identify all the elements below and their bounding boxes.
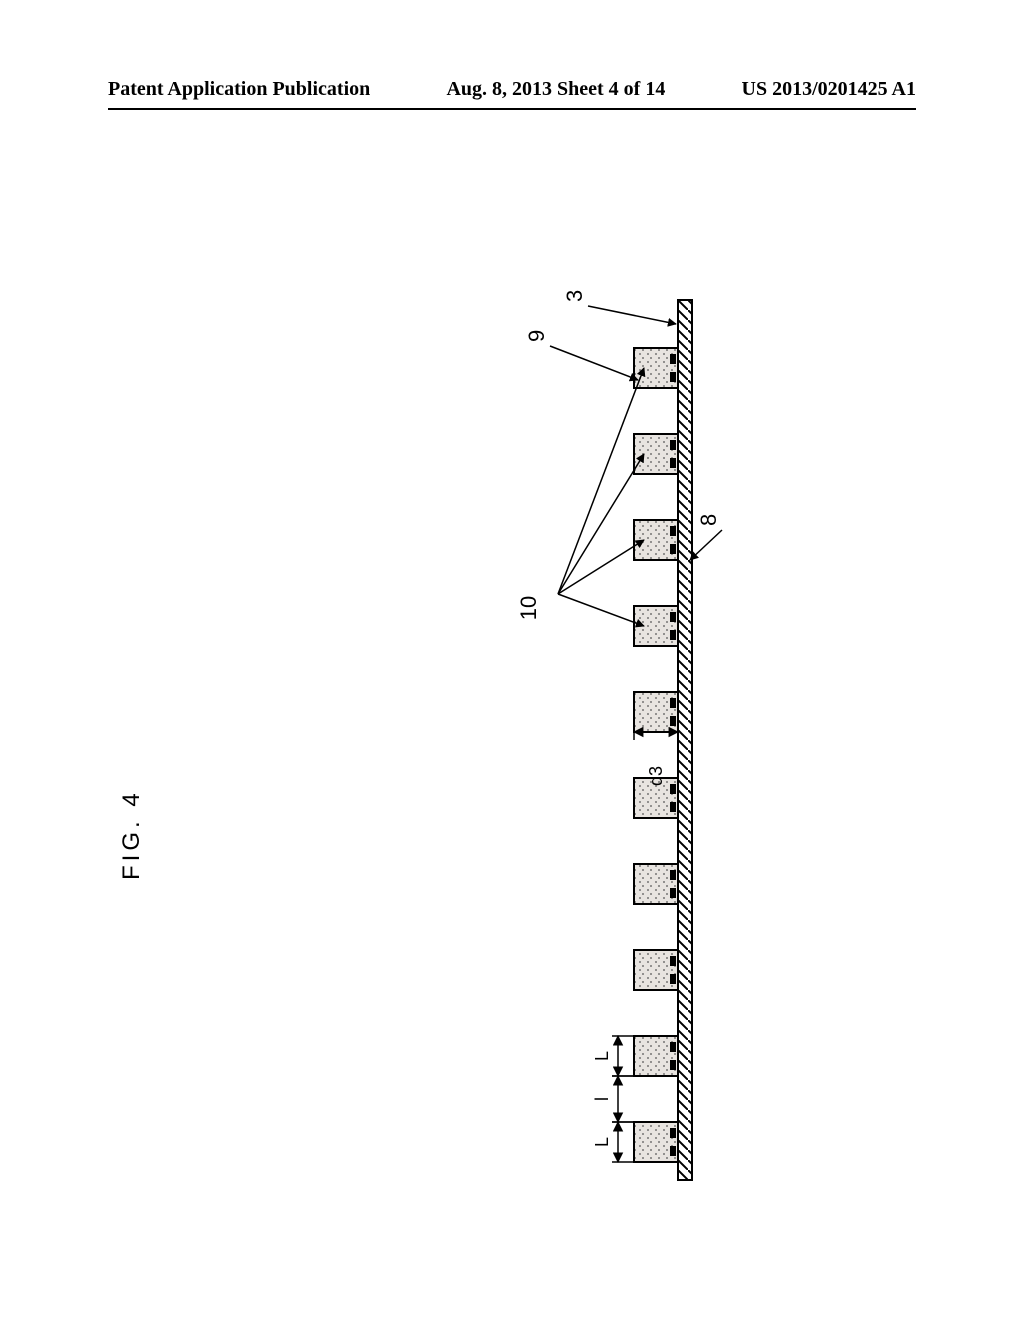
ref-9: 9 [524,330,549,342]
leader-8 [690,530,722,560]
leader-9 [550,346,638,380]
chip [634,864,678,904]
dim-label: L [592,1051,612,1061]
dim-label: l [592,1097,612,1101]
header-center: Aug. 8, 2013 Sheet 4 of 14 [446,78,665,101]
figure-area: FIG. 4 Ll Ld3 10 9 3 8 [108,200,916,1212]
page-header: Patent Application Publication Aug. 8, 2… [0,78,1024,101]
header-rule [108,108,916,110]
chip [634,520,678,560]
diagram-svg: Ll Ld3 10 9 3 8 [238,260,778,1220]
substrate [678,300,692,1180]
leader-10 [558,368,644,594]
leader-3 [588,306,676,324]
ref-8: 8 [696,514,721,526]
leader-10 [558,594,644,626]
chip [634,434,678,474]
dim-label: L [592,1137,612,1147]
ref-10: 10 [516,596,541,620]
figure-label: FIG. 4 [118,789,146,880]
dim-label-d3: d3 [646,766,666,786]
chip [634,606,678,646]
chip [634,1122,678,1162]
chip [634,1036,678,1076]
ref-3: 3 [562,290,587,302]
leader-10 [558,454,644,594]
header-right: US 2013/0201425 A1 [742,78,916,101]
chip [634,692,678,732]
diagram-container: Ll Ld3 10 9 3 8 [238,260,778,1220]
chip [634,950,678,990]
header-left: Patent Application Publication [108,78,370,101]
leader-10 [558,540,644,594]
chip [634,348,678,388]
diagram: Ll Ld3 10 9 3 8 [238,260,778,1220]
